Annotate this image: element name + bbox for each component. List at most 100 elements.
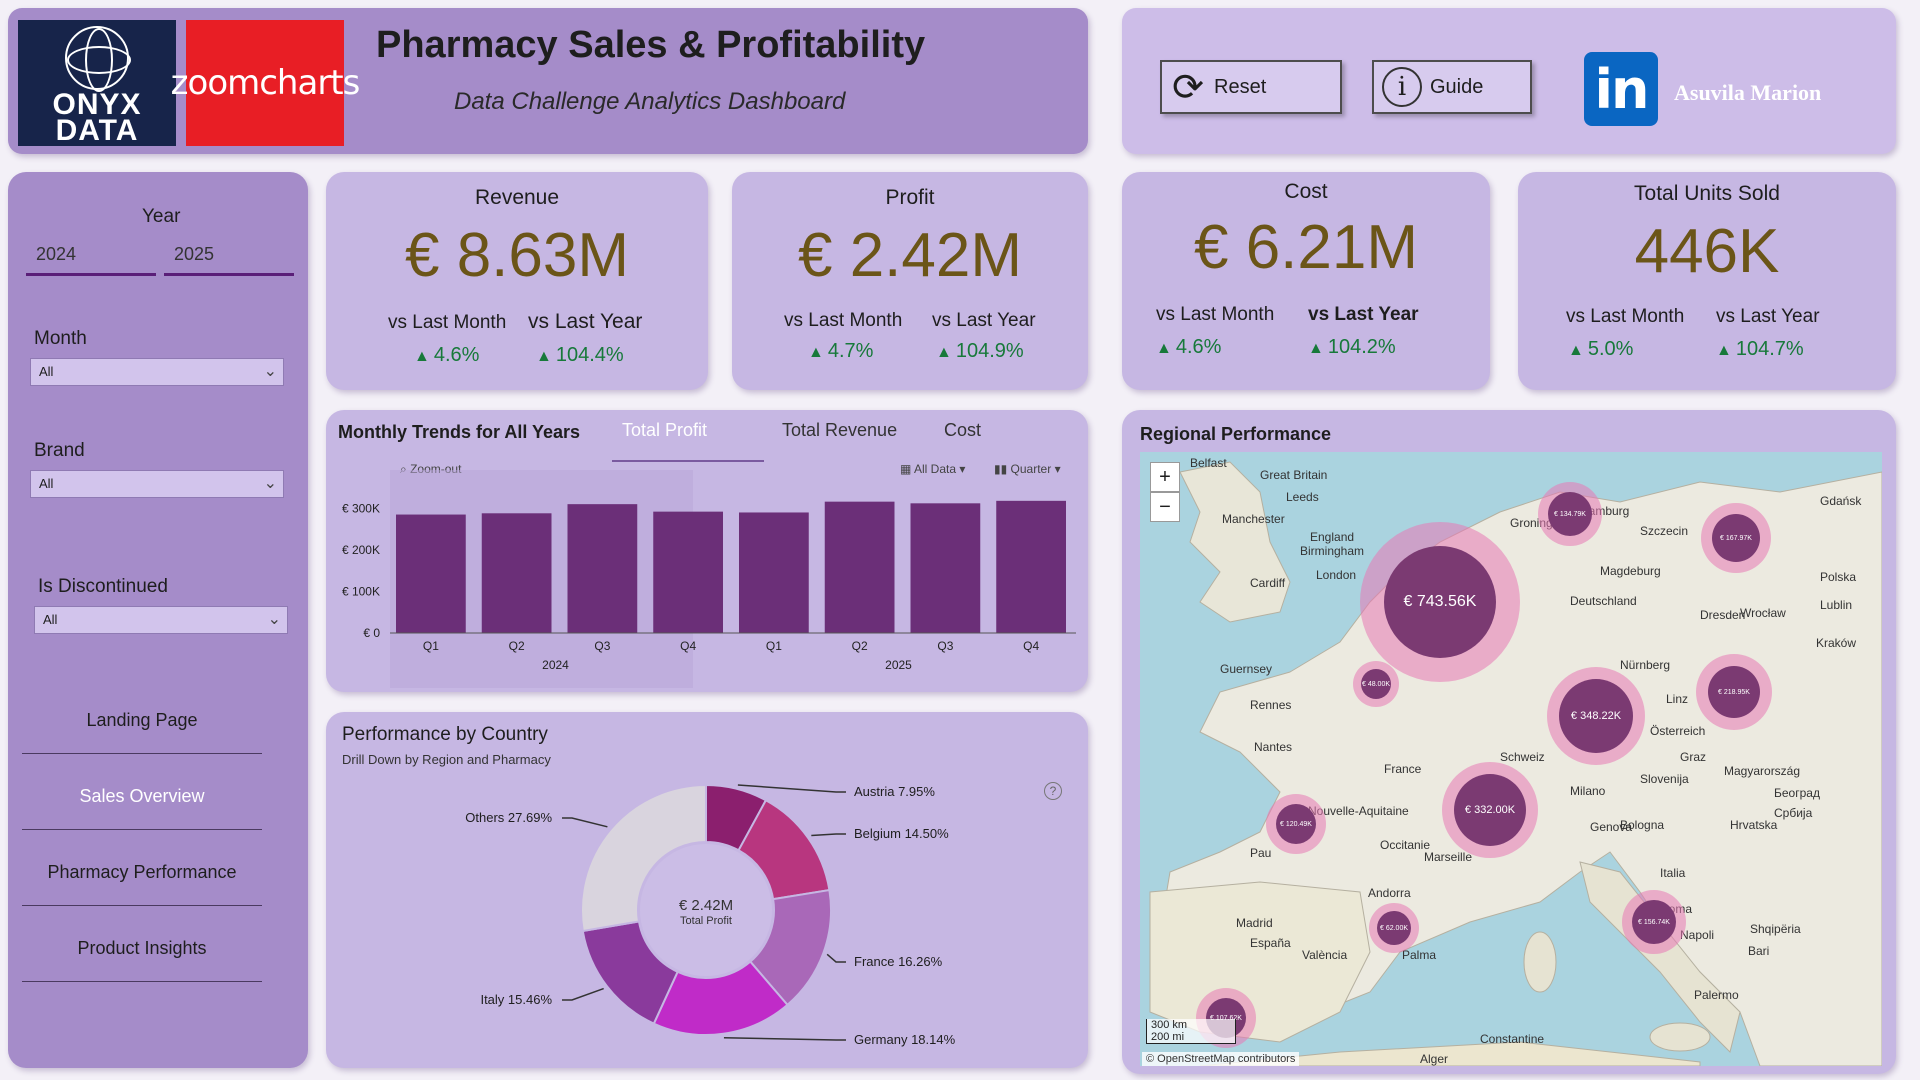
profit-bar[interactable] (739, 512, 809, 633)
donut-label: Others 27.69% (465, 810, 552, 825)
onyx-data-logo: ONYX DATA (18, 20, 176, 146)
profit-bar[interactable] (567, 504, 638, 633)
donut-slice[interactable] (580, 783, 707, 933)
profit-bar[interactable] (481, 513, 552, 633)
tab-total-revenue[interactable]: Total Revenue (782, 420, 898, 440)
triangle-up-icon: ▲ (414, 348, 430, 365)
map-place-label: Milano (1570, 784, 1606, 798)
profit-bar[interactable] (396, 514, 466, 633)
month-label: Month (34, 328, 87, 349)
donut-label: Germany 18.14% (854, 1032, 956, 1047)
region-bubble-label: € 743.56K (1384, 546, 1496, 658)
kpi-revenue-card: Revenue € 8.63M vs Last Month vs Last Ye… (326, 172, 708, 390)
region-bubble[interactable]: € 348.22K (1547, 667, 1645, 765)
region-bubble[interactable]: € 120.49K (1266, 794, 1326, 854)
nav-pharmacy-performance[interactable]: Pharmacy Performance (22, 862, 262, 906)
region-bubble-label: € 348.22K (1559, 679, 1633, 753)
profit-bar[interactable] (824, 501, 895, 633)
map-place-label: Deutschland (1570, 594, 1637, 608)
region-bubble[interactable]: € 332.00K (1442, 762, 1538, 858)
map-place-label: Andorra (1368, 886, 1411, 900)
map-place-label: Schweiz (1500, 750, 1545, 764)
profit-bar-chart[interactable]: € 0 € 100K € 200K € 300K Q1 Q2 Q3 Q4 Q1 Q2 Q3 Q4 202… (326, 410, 1088, 692)
header-banner: ONYX DATA zoomcharts Pharmacy Sales & Pr… (8, 8, 1088, 154)
year-2025-button[interactable]: 2025 (164, 244, 294, 276)
map-place-label: Occitanie (1380, 838, 1431, 852)
zoom-in-button[interactable]: + (1150, 462, 1180, 492)
kpi-cost-card: Cost € 6.21M vs Last Month vs Last Year … (1122, 172, 1490, 390)
region-bubble[interactable]: € 167.97K (1701, 503, 1771, 573)
triangle-up-icon: ▲ (1308, 340, 1324, 357)
kpi-vs-year-delta: ▲ 104.9% (936, 340, 1024, 362)
help-icon[interactable]: ? (1044, 782, 1062, 800)
month-dropdown[interactable]: All ⌄ (30, 358, 284, 386)
author-name[interactable]: Asuvila Marion (1674, 80, 1822, 105)
region-bubble[interactable]: € 156.74K (1622, 890, 1686, 954)
map-place-label: Palma (1402, 948, 1437, 962)
kpi-title: Total Units Sold (1634, 182, 1780, 205)
brand-label: Brand (34, 440, 85, 461)
profit-bar[interactable] (653, 511, 723, 633)
kpi-vs-year-delta: ▲ 104.2% (1308, 336, 1396, 358)
kpi-vs-year-label: vs Last Year (1308, 304, 1419, 325)
kpi-title: Profit (885, 186, 935, 209)
region-bubble[interactable]: € 134.79K (1538, 482, 1602, 546)
chevron-down-icon: ⌄ (263, 475, 277, 492)
map-place-label: Shqipëria (1750, 922, 1801, 936)
map-place-label: Belfast (1190, 456, 1227, 470)
kpi-vs-month-delta: ▲ 4.6% (414, 344, 480, 366)
quarter-button[interactable]: ▮▮ Quarter ▾ (994, 462, 1061, 476)
kpi-title: Revenue (474, 186, 560, 209)
map-scale: 300 km 200 mi (1146, 1019, 1236, 1044)
region-bubble[interactable]: € 743.56K (1360, 522, 1520, 682)
kpi-vs-month-label: vs Last Month (388, 312, 507, 333)
bar-chart-icon: ▮▮ (994, 462, 1011, 476)
triangle-up-icon: ▲ (536, 348, 552, 365)
europe-map[interactable]: + − Belfast Great Britain Leeds Manchester B… (1140, 452, 1882, 1066)
kpi-vs-month-label: vs Last Month (1566, 306, 1685, 327)
nav-product-insights[interactable]: Product Insights (22, 938, 262, 982)
zoom-icon: ⌕ (400, 462, 411, 476)
tab-total-profit[interactable]: Total Profit (622, 420, 708, 440)
x-tick-label: Q1 (766, 639, 782, 653)
map-place-label: Београд (1774, 786, 1820, 800)
zoom-out-map-button[interactable]: − (1150, 492, 1180, 522)
discontinued-dropdown[interactable]: All ⌄ (34, 606, 288, 634)
all-data-button[interactable]: ▦ All Data ▾ (900, 462, 966, 476)
page-title: Pharmacy Sales & Profitability (376, 24, 926, 66)
nav-sales-overview[interactable]: Sales Overview (22, 786, 262, 830)
tab-cost[interactable]: Cost (944, 420, 982, 440)
brand-dropdown[interactable]: All ⌄ (30, 470, 284, 498)
region-bubble-label: € 134.79K (1548, 492, 1592, 536)
region-bubble[interactable]: € 62.00K (1369, 903, 1419, 953)
map-attribution[interactable]: © OpenStreetMap contributors (1142, 1052, 1300, 1066)
x-tick-label: Q3 (594, 639, 610, 653)
x-tick-label: Q2 (852, 639, 868, 653)
country-donut-chart[interactable]: Austria 7.95% Belgium 14.50% France 16.26%… (326, 712, 1088, 1068)
reset-button[interactable]: ⟳ Reset (1160, 60, 1342, 114)
y-tick-label: € 200K (342, 543, 380, 557)
triangle-up-icon: ▲ (1568, 342, 1584, 359)
region-bubble-label: € 120.49K (1276, 804, 1316, 844)
region-bubble[interactable]: € 218.95K (1696, 654, 1772, 730)
map-place-label: Rennes (1250, 698, 1292, 712)
triangle-up-icon: ▲ (808, 344, 824, 361)
year-2024-button[interactable]: 2024 (26, 244, 156, 276)
guide-button[interactable]: i Guide (1372, 60, 1532, 114)
discontinued-value: All (43, 612, 58, 627)
region-bubble[interactable]: € 48.00K (1353, 661, 1399, 707)
profit-bar[interactable] (996, 500, 1066, 633)
kpi-value: € 8.63M (404, 221, 630, 290)
year-group-label: 2024 (542, 658, 569, 672)
map-place-label: Pau (1250, 846, 1272, 860)
linkedin-icon[interactable]: in (1584, 52, 1658, 126)
monthly-trends-card: Monthly Trends for All Years Total Profi… (326, 410, 1088, 692)
calendar-icon: ▦ (900, 462, 915, 476)
leader-line (723, 1036, 846, 1041)
profit-bar[interactable] (910, 503, 981, 633)
nav-landing-page[interactable]: Landing Page (22, 710, 262, 754)
map-place-label: Manchester (1222, 512, 1285, 526)
map-place-label: Kraków (1816, 636, 1857, 650)
donut-label: Italy 15.46% (480, 992, 552, 1007)
map-place-label: Italia (1660, 866, 1686, 880)
